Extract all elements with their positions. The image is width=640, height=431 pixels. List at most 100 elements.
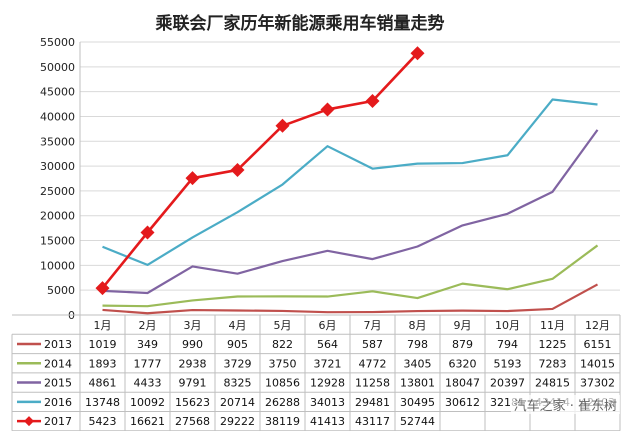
- data-table-cell: 798: [407, 338, 428, 351]
- data-table-cell: 587: [362, 338, 383, 351]
- y-tick-label: 50000: [40, 61, 75, 74]
- x-tick-label: 2月: [139, 319, 157, 332]
- y-tick-label: 35000: [40, 135, 75, 148]
- y-tick-label: 15000: [40, 235, 75, 248]
- data-table-cell: 7283: [539, 357, 567, 370]
- x-tick-label: 8月: [409, 319, 427, 332]
- data-table-cell: 38119: [265, 415, 300, 428]
- data-point-2017: [230, 162, 245, 177]
- legend-series-name: 2013: [44, 338, 72, 351]
- data-point-2017: [185, 171, 200, 186]
- data-table-cell: 349: [137, 338, 158, 351]
- data-table-cell: 3750: [269, 357, 297, 370]
- data-point-2017: [320, 102, 335, 117]
- y-tick-label: 25000: [40, 185, 75, 198]
- data-table-cell: 11258: [355, 377, 390, 390]
- y-tick-label: 20000: [40, 210, 75, 223]
- data-table-cell: 822: [272, 338, 293, 351]
- data-table-cell: 15623: [175, 396, 210, 409]
- data-table-cell: 2938: [179, 357, 207, 370]
- series-line-2016: [102, 98, 598, 267]
- data-table-cell: 20397: [490, 377, 525, 390]
- x-tick-label: 1月: [94, 319, 112, 332]
- gridlines: [79, 41, 620, 316]
- data-table-cell: 990: [182, 338, 203, 351]
- series-line-2014: [102, 244, 599, 308]
- data-table-cell: 16621: [130, 415, 165, 428]
- data-table-cell: 18047: [445, 377, 480, 390]
- data-table-cell: 6151: [584, 338, 612, 351]
- data-table-cell: 4772: [359, 357, 387, 370]
- y-tick-label: 40000: [40, 110, 75, 123]
- y-tick-label: 5000: [47, 284, 75, 297]
- y-tick-label: 30000: [40, 160, 75, 173]
- x-tick-label: 9月: [454, 319, 472, 332]
- data-table-cell: 30495: [400, 396, 435, 409]
- data-table-cell: 43117: [355, 415, 390, 428]
- data-table-cell: 9791: [179, 377, 207, 390]
- data-table-cell: 13801: [400, 377, 435, 390]
- chart-title: 乘联会厂家历年新能源乘用车销量走势: [155, 13, 445, 34]
- data-table-cell: 29481: [355, 396, 390, 409]
- data-table-cell: 6320: [449, 357, 477, 370]
- series-lines: [95, 46, 599, 315]
- data-table-cell: 564: [317, 338, 338, 351]
- data-table-cell: 8325: [224, 377, 252, 390]
- data-table-cell: 3405: [404, 357, 432, 370]
- data-point-2017: [95, 281, 110, 296]
- data-table-cell: 4433: [134, 377, 162, 390]
- data-point-2017: [365, 93, 380, 108]
- data-table-cell: 41413: [310, 415, 345, 428]
- x-tick-label: 12月: [585, 319, 610, 332]
- watermark: 汽车之家 · 崔东树: [510, 395, 620, 414]
- x-tick-label: 5月: [274, 319, 292, 332]
- data-table-cell: 5193: [494, 357, 522, 370]
- data-point-2017: [275, 118, 290, 133]
- data-table-cell: 27568: [175, 415, 210, 428]
- data-table-cell: 905: [227, 338, 248, 351]
- x-tick-label: 7月: [364, 319, 382, 332]
- data-table-cell: 29222: [220, 415, 255, 428]
- data-table-cell: 1893: [89, 357, 117, 370]
- data-table-cell: 12928: [310, 377, 345, 390]
- data-table-cell: 20714: [220, 396, 255, 409]
- data-table-cell: 5423: [89, 415, 117, 428]
- data-table-cell: 879: [452, 338, 473, 351]
- data-point-2017: [140, 225, 155, 240]
- data-table-cell: 13748: [85, 396, 120, 409]
- series-line-2015: [102, 129, 599, 295]
- data-table-cell: 52744: [400, 415, 435, 428]
- legend-series-name: 2016: [44, 396, 72, 409]
- data-table-cell: 37302: [580, 377, 615, 390]
- x-tick-label: 10月: [495, 319, 520, 332]
- data-table-cell: 4861: [89, 377, 117, 390]
- data-table-cell: 24815: [535, 377, 570, 390]
- data-table-cell: 34013: [310, 396, 345, 409]
- data-table-cell: 3721: [314, 357, 342, 370]
- data-table-cell: 794: [497, 338, 518, 351]
- legend-series-name: 2017: [44, 415, 72, 428]
- data-table-cell: 10092: [130, 396, 165, 409]
- legend-series-name: 2015: [44, 377, 72, 390]
- data-table-cell: 1019: [89, 338, 117, 351]
- x-tick-label: 11月: [540, 319, 565, 332]
- series-line-2013: [102, 283, 599, 315]
- legend-key-marker: [24, 416, 34, 427]
- data-table-cell: 26288: [265, 396, 300, 409]
- x-tick-label: 4月: [229, 319, 247, 332]
- y-tick-label: 55000: [40, 36, 75, 49]
- data-table: 1月 2月 3月 4月 5月 6月 7月 8月 9月 10月 11月 12月 2013 1019 349 99…: [11, 314, 621, 431]
- y-axis: 0500010000150002000025000300003500040000…: [40, 36, 75, 322]
- x-tick-label: 6月: [319, 319, 337, 332]
- y-tick-label: 10000: [40, 259, 75, 272]
- data-point-2017: [410, 46, 425, 61]
- data-table-cell: 10856: [265, 377, 300, 390]
- data-table-cell: 14015: [580, 357, 615, 370]
- x-tick-label: 3月: [184, 319, 202, 332]
- data-table-cell: 3729: [224, 357, 252, 370]
- legend-series-name: 2014: [44, 357, 72, 370]
- y-tick-label: 45000: [40, 86, 75, 99]
- data-table-cell: 1777: [134, 357, 162, 370]
- series-line-2017: [101, 52, 419, 289]
